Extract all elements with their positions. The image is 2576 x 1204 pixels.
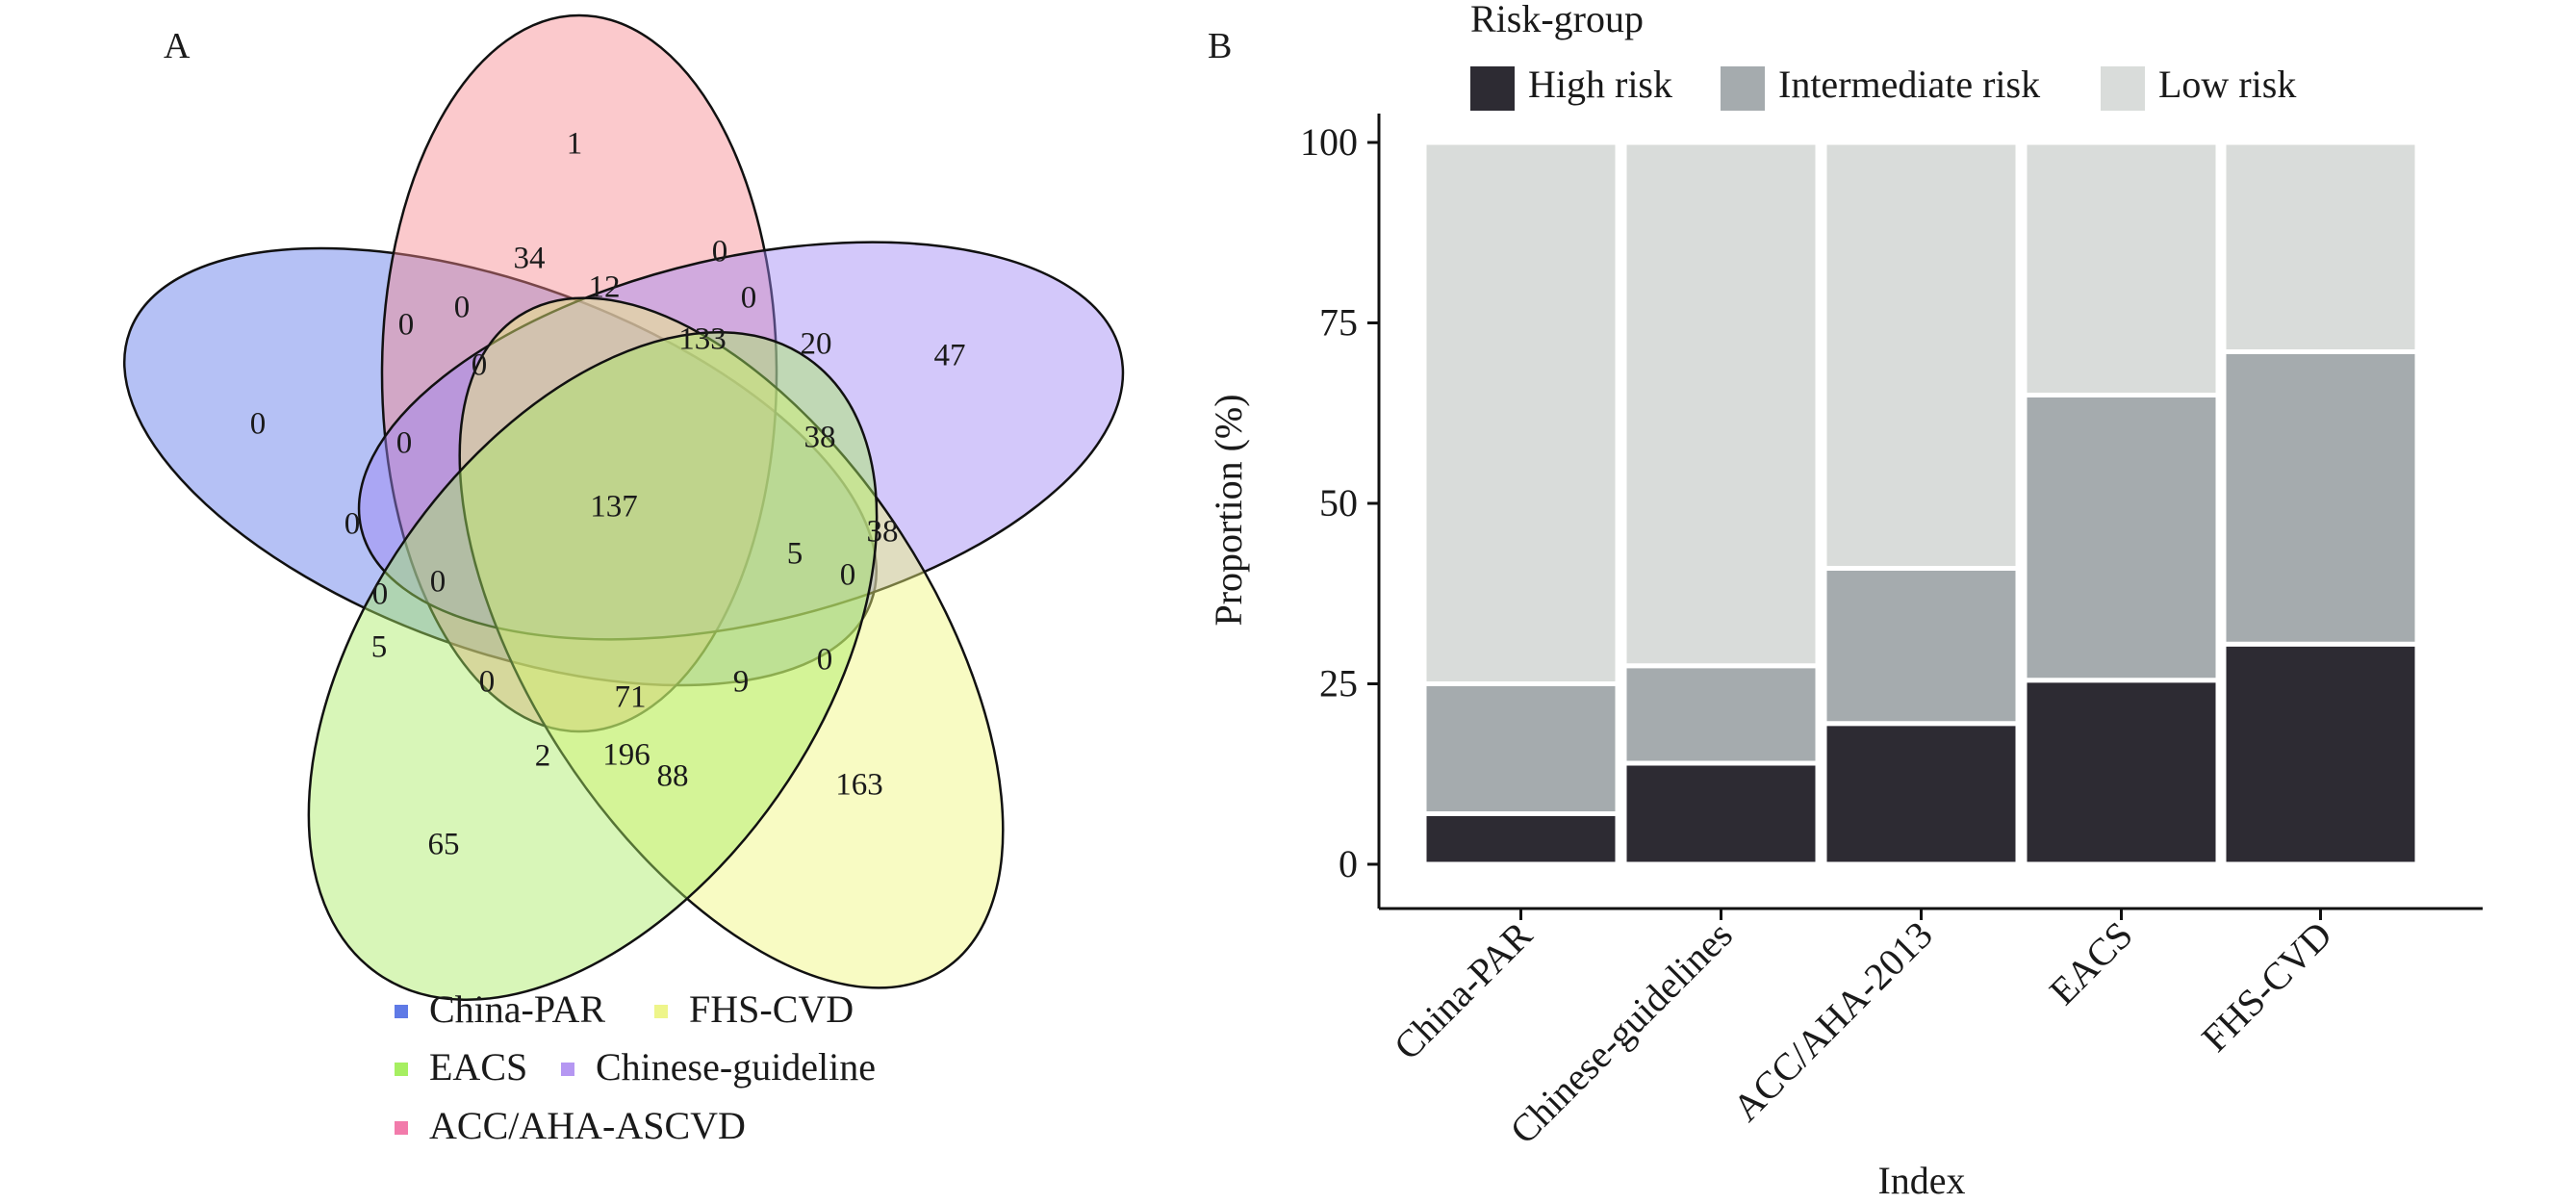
x-tick-label-chinese-guidelines: Chinese-guidelines (1501, 913, 1741, 1153)
legend-swatch-fhs-cvd (654, 1005, 668, 1018)
venn-count-r0a: 0 (712, 235, 728, 269)
venn-count-r0f: 0 (396, 426, 413, 461)
bar-acc-aha-2013-high-risk (1822, 721, 2021, 867)
y-axis-title: Proportion (%) (1207, 394, 1250, 626)
legend-label-china-par: China-PAR (429, 987, 605, 1031)
legend-label-low-risk: Low risk (2158, 63, 2296, 106)
venn-count-r38b: 38 (867, 515, 899, 550)
venn-count-acc-aha-only: 1 (567, 127, 583, 162)
y-tick-label-0: 0 (1339, 842, 1358, 885)
venn-count-r0c: 0 (454, 291, 471, 325)
bar-eacs-low-risk (2022, 140, 2221, 397)
venn-count-r0j: 0 (840, 558, 856, 593)
venn-count-r34: 34 (514, 242, 546, 276)
x-tick-label-eacs: EACS (2041, 913, 2141, 1013)
legend-label-high-risk: High risk (1528, 63, 1672, 106)
bar-fhs-cvd-high-risk (2221, 641, 2420, 867)
legend-swatch-intermediate-risk (1721, 66, 1765, 111)
bar-chinese-guidelines-low-risk (1621, 140, 1821, 669)
venn-count-r71: 71 (615, 680, 647, 715)
x-tick-label-acc-aha-2013: ACC/AHA-2013 (1724, 913, 1941, 1130)
venn-count-r2: 2 (535, 739, 551, 774)
legend-swatch-high-risk (1470, 66, 1515, 111)
venn-count-r0k: 0 (479, 665, 496, 700)
venn-ellipse-chinese-guideline (357, 241, 1125, 641)
venn-count-r0h: 0 (430, 565, 446, 600)
bar-eacs-intermediate-risk (2022, 393, 2221, 683)
legend-swatch-acc-aha-ascvd (395, 1121, 408, 1135)
legend-label-fhs-cvd: FHS-CVD (689, 987, 854, 1031)
venn-count-r20: 20 (801, 327, 832, 362)
bar-acc-aha-2013-intermediate-risk (1822, 566, 2021, 727)
y-tick-label-50: 50 (1319, 481, 1358, 525)
venn-ellipses (123, 13, 1125, 1001)
legend-label-eacs: EACS (429, 1045, 527, 1089)
y-tick-label-25: 25 (1319, 662, 1358, 705)
venn-ellipse-china-par (123, 246, 878, 687)
venn-count-r0e: 0 (472, 348, 488, 383)
venn-count-r0d: 0 (741, 281, 757, 316)
panel-a-label: A (164, 26, 191, 66)
venn-count-r196: 196 (602, 738, 650, 773)
venn-count-r38a: 38 (804, 421, 836, 455)
venn-legend: China-PAR FHS-CVD EACS Chinese-guideline ACC… (395, 987, 876, 1147)
bar-fhs-cvd-low-risk (2221, 140, 2420, 354)
bar-legend: High risk Intermediate risk Low risk (1470, 63, 2296, 111)
x-tick-label-china-par: China-PAR (1386, 912, 1541, 1067)
bar-fhs-cvd-intermediate-risk (2221, 349, 2420, 647)
bar-china-par-high-risk (1421, 811, 1620, 867)
venn-count-fhs-cvd-only: 163 (835, 768, 883, 803)
venn-count-r88: 88 (657, 759, 689, 794)
stacked-bar-chart: B Risk-group High risk Intermediate risk L… (1207, 0, 2483, 1202)
venn-count-r0b: 0 (398, 308, 415, 343)
venn-count-r0i: 0 (372, 577, 389, 612)
legend-title: Risk-group (1470, 0, 1644, 40)
y-tick-label-100: 100 (1300, 120, 1358, 164)
x-tick-label-fhs-cvd: FHS-CVD (2193, 913, 2340, 1061)
bar-chinese-guidelines-intermediate-risk (1621, 663, 1821, 766)
panel-b-label: B (1208, 26, 1232, 66)
legend-swatch-low-risk (2101, 66, 2145, 111)
bar-chinese-guidelines-high-risk (1621, 760, 1821, 867)
venn-count-chinese-guideline-only: 47 (934, 339, 966, 373)
legend-swatch-eacs (395, 1063, 408, 1076)
venn-ellipse-fhs-cvd (458, 296, 1005, 989)
venn-count-r133: 133 (678, 322, 727, 357)
bar-eacs-high-risk (2022, 678, 2221, 867)
venn-ellipse-eacs (307, 331, 879, 1001)
venn-count-eacs-only: 65 (428, 828, 460, 862)
venn-count-r5b: 5 (371, 630, 388, 665)
legend-swatch-chinese-guideline (561, 1063, 574, 1076)
bar-china-par-intermediate-risk (1421, 681, 1620, 816)
legend-label-intermediate-risk: Intermediate risk (1778, 63, 2040, 106)
venn-count-r12: 12 (589, 270, 621, 305)
bar-series (1421, 140, 2420, 867)
venn-count-r5a: 5 (787, 537, 803, 572)
legend-label-chinese-guideline: Chinese-guideline (596, 1045, 876, 1089)
venn-count-r9: 9 (733, 665, 750, 700)
x-axis-title: Index (1877, 1159, 1965, 1202)
venn-count-r0g: 0 (344, 507, 361, 542)
venn-count-china-par-only: 0 (250, 407, 267, 442)
legend-swatch-china-par (395, 1005, 408, 1018)
bar-acc-aha-2013-low-risk (1822, 140, 2021, 571)
venn-count-r137: 137 (590, 490, 638, 525)
legend-label-acc-aha-ascvd: ACC/AHA-ASCVD (429, 1104, 746, 1147)
venn-count-r0l: 0 (817, 643, 833, 678)
y-tick-label-75: 75 (1319, 301, 1358, 345)
bar-china-par-low-risk (1421, 140, 1620, 686)
